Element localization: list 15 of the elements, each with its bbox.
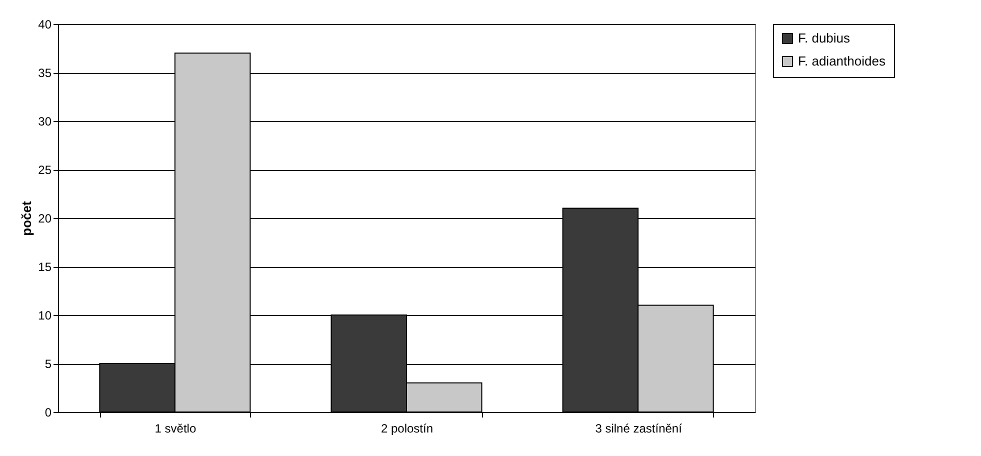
x-tick-label: 1 světlo bbox=[154, 422, 196, 436]
y-tick-label: 40 bbox=[38, 18, 52, 32]
y-tick-label: 0 bbox=[44, 406, 52, 420]
y-tick-label: 35 bbox=[38, 66, 52, 80]
y-tick-label: 20 bbox=[38, 212, 52, 226]
x-tick-label: 3 silné zastínění bbox=[595, 422, 683, 436]
legend-label: F. adianthoides bbox=[798, 54, 886, 68]
y-tick-label: 5 bbox=[44, 357, 52, 371]
y-tick-label: 15 bbox=[38, 260, 52, 274]
x-tick-label: 2 polostín bbox=[380, 422, 434, 436]
y-axis-title: počet bbox=[19, 200, 34, 236]
y-tick-label: 10 bbox=[38, 308, 52, 322]
legend-label: F. dubius bbox=[798, 30, 851, 46]
y-tick-label: 30 bbox=[38, 114, 52, 128]
y-tick-label: 25 bbox=[38, 163, 52, 177]
